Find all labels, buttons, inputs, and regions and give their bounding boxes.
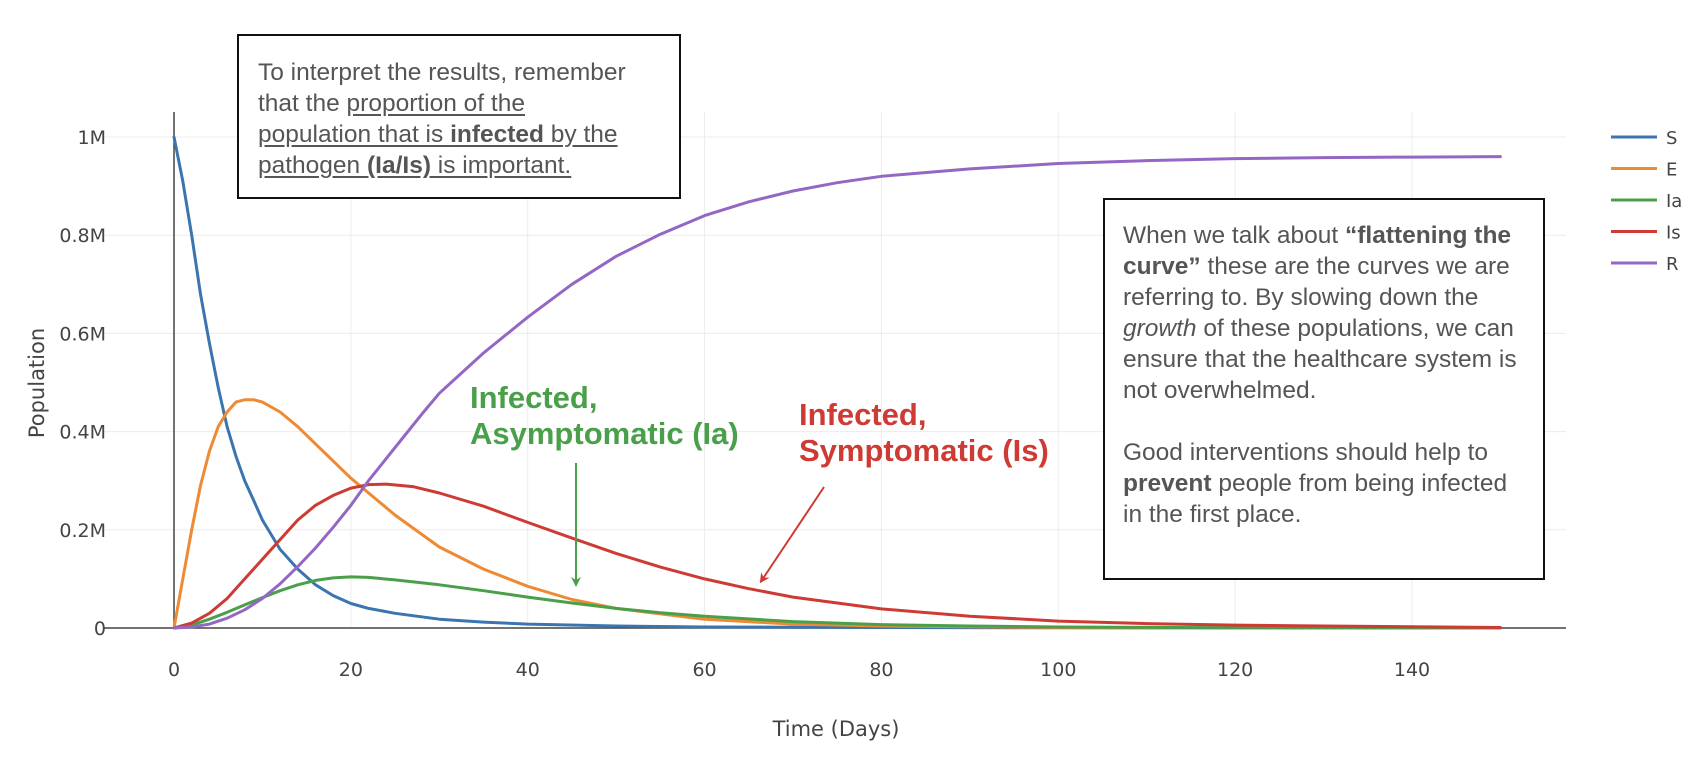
note-bold: prevent — [1123, 470, 1212, 497]
legend-label: S — [1666, 128, 1677, 149]
legend-label: Ia — [1666, 191, 1682, 212]
interventions-paragraph: Good interventions should help to preven… — [1123, 437, 1525, 530]
legend[interactable]: SE Ia Is R — [1611, 128, 1682, 275]
x-tick-label: 120 — [1217, 659, 1253, 681]
y-tick-label: 0.6M — [59, 323, 106, 345]
note-bold: “flattening the curve” — [1123, 222, 1512, 280]
is-arrow — [759, 486, 825, 584]
note-text: of these populations, we can ensure that… — [1123, 315, 1517, 404]
y-tick-label: 0.4M — [59, 422, 106, 444]
x-tick-label: 40 — [516, 659, 540, 681]
legend-item-ia[interactable]: Ia — [1611, 191, 1682, 212]
note-italic: growth — [1123, 315, 1197, 342]
series-line-ia — [172, 575, 1502, 630]
note-underlined: proportion of the — [346, 90, 525, 117]
x-tick-label: 20 — [339, 659, 363, 681]
y-tick-label: 0.2M — [59, 520, 106, 542]
x-axis-title: Time (Days) — [772, 717, 900, 741]
note-text: When we talk about — [1123, 222, 1345, 249]
legend-item-e[interactable]: E — [1611, 160, 1677, 181]
note-underlined: by the — [544, 121, 618, 148]
callout-arrows — [571, 463, 825, 587]
note-underlined: population that is — [258, 121, 451, 148]
y-tick-label: 1M — [78, 127, 106, 149]
legend-label: E — [1666, 160, 1677, 181]
series-line-s — [172, 135, 1502, 630]
interpretation-note: To interpret the results, remember that … — [237, 34, 681, 199]
legend-label: R — [1666, 254, 1679, 275]
note-bold: (Ia/Is) — [367, 152, 431, 179]
x-tick-label: 60 — [692, 659, 716, 681]
note-line-1: To interpret the results, remember — [258, 59, 626, 86]
legend-item-s[interactable]: S — [1611, 128, 1677, 149]
flattening-paragraph: When we talk about “flattening the curve… — [1123, 220, 1525, 406]
is-callout: Infected, Symptomatic (Is) — [799, 397, 1049, 469]
is-callout-line-1: Infected, — [799, 397, 927, 432]
note-text: that the — [258, 90, 347, 117]
note-text: people from being infected in the first … — [1123, 470, 1508, 528]
note-line-2: that the proportion of the — [258, 88, 679, 119]
series-line-e — [172, 398, 1502, 630]
ia-callout-line-1: Infected, — [470, 380, 598, 415]
note-text: these are the curves we are referring to… — [1123, 253, 1510, 311]
y-tick-label: 0 — [94, 618, 106, 640]
series-line-r — [172, 155, 1502, 630]
x-tick-label: 100 — [1040, 659, 1076, 681]
legend-item-is[interactable]: Is — [1611, 223, 1681, 244]
note-line-4: pathogen (Ia/Is) is important. — [258, 150, 679, 181]
x-tick-label: 80 — [869, 659, 893, 681]
y-tick-label: 0.8M — [59, 225, 106, 247]
note-line-3: population that is infected by the — [258, 119, 679, 150]
tick-labels: 0 20 40 60 80 100 120 140 0 0.2M 0.4M 0.6M 0.8M 1M — [59, 127, 1430, 681]
x-tick-label: 140 — [1394, 659, 1430, 681]
note-underlined: is important. — [431, 152, 572, 179]
series-line-is — [172, 482, 1502, 630]
note-text: Good interventions should help to — [1123, 439, 1489, 466]
ia-callout-line-2: Asymptomatic (Ia) — [470, 416, 739, 451]
legend-item-r[interactable]: R — [1611, 254, 1679, 275]
legend-label: Is — [1666, 223, 1681, 244]
note-bold: infected — [450, 121, 544, 148]
series-lines — [172, 135, 1502, 630]
ia-callout: Infected, Asymptomatic (Ia) — [470, 380, 739, 452]
flattening-note: When we talk about “flattening the curve… — [1103, 198, 1545, 580]
x-tick-label: 0 — [168, 659, 180, 681]
is-callout-line-2: Symptomatic (Is) — [799, 433, 1049, 468]
y-axis-title: Population — [25, 328, 49, 438]
paragraph-gap — [1123, 406, 1525, 437]
note-underlined: pathogen — [258, 152, 367, 179]
